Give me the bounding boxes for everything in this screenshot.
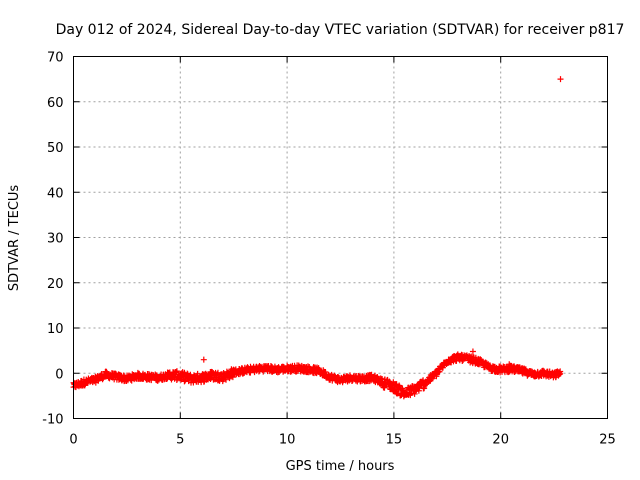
data-point <box>194 370 201 377</box>
x-tick-label: 15 <box>386 433 403 448</box>
y-axis-label: SDTVAR / TECUs <box>7 185 22 292</box>
data-point <box>377 375 384 382</box>
data-point <box>415 387 422 394</box>
data-point <box>557 370 564 377</box>
data-point <box>421 382 428 389</box>
y-tick-label: 20 <box>47 277 64 292</box>
data-point <box>222 376 229 383</box>
y-tick-label: 40 <box>47 186 64 201</box>
data-point <box>173 368 180 375</box>
y-tick-label: 50 <box>47 141 64 156</box>
data-point <box>200 356 207 363</box>
ticks <box>73 56 608 419</box>
x-tick-label: 10 <box>279 433 296 448</box>
data-point <box>557 76 564 83</box>
x-tick-label: 5 <box>176 433 184 448</box>
data-point <box>522 366 529 373</box>
data-point <box>556 369 563 376</box>
y-tick-label: 60 <box>47 96 64 111</box>
data-point <box>506 361 513 368</box>
data-point <box>411 390 418 397</box>
x-tick-label: 20 <box>492 433 509 448</box>
data-point <box>396 382 403 389</box>
data-point <box>469 348 476 355</box>
data-point <box>315 365 322 372</box>
y-tick-labels: -10 0 10 20 30 40 50 60 70 <box>42 51 63 428</box>
y-tick-label: 70 <box>47 51 64 66</box>
y-tick-label: 0 <box>55 367 63 382</box>
x-tick-label: 0 <box>69 433 77 448</box>
y-tick-label: -10 <box>42 413 63 428</box>
x-axis-label: GPS time / hours <box>286 459 395 474</box>
x-tick-labels: 0 5 10 15 20 25 <box>69 433 615 448</box>
data-point <box>436 368 443 375</box>
chart-title: Day 012 of 2024, Sidereal Day-to-day VTE… <box>56 22 625 38</box>
data-points <box>70 76 564 400</box>
y-tick-label: 10 <box>47 322 64 337</box>
y-tick-label: 30 <box>47 232 64 247</box>
data-point <box>229 374 236 381</box>
x-tick-label: 25 <box>599 433 616 448</box>
grid <box>73 56 608 419</box>
